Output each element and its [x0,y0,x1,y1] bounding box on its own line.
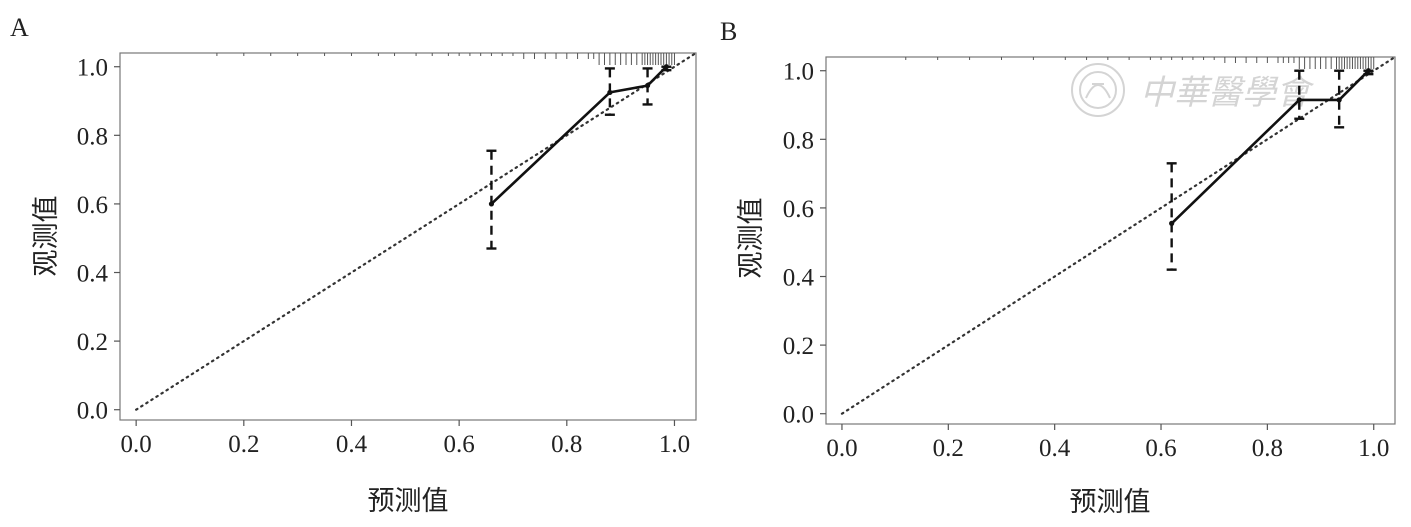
panel-a-calibration-point [488,201,495,207]
panel-b-y-tick-label: 0.6 [783,196,814,223]
watermark: 中華醫學會 [1071,63,1315,117]
panel-a-y-tick-label: 0.2 [77,329,108,356]
panel-a-calibration-line [490,65,668,205]
panel-b: B 中華醫學會 0.0 0.2 0.4 0.6 0.8 1.00.00.20.40.60.… [720,17,1397,518]
panel-b-y-tick-label: 0.0 [783,402,814,429]
panel-a-ticks: 0.0 0.2 0.4 0.6 0.8 1.0 0.0 0.2 0.4 0.6 0.8 1.0 [77,55,690,458]
panel-b-calibration-point [1336,97,1342,103]
panel-b-x-tick-label: 0.0 [826,435,857,462]
panel-b-y-tick-label: 0.2 [783,333,814,360]
panel-a-x-tick-label: 1.0 [659,431,690,458]
panel-b-x-tick-label: 0.2 [933,435,964,462]
panel-b-calibration-point [1296,97,1302,103]
panel-b-y-tick-label: 0.4 [783,265,815,292]
panel-a-y-tick-label: 0.4 [77,261,109,288]
panel-b-x-tick-label: 0.6 [1145,435,1176,462]
seal-icon [1071,63,1125,117]
panel-b-marks [840,55,1397,415]
panel-a-letter: A [10,13,29,42]
panel-a-x-axis-label: 预测值 [368,486,449,517]
panel-a-calibration-point [644,82,651,89]
panel-b-letter: B [720,17,737,46]
panel-a-x-tick-label: 0.4 [336,431,368,458]
panel-a-plot-frame [119,52,697,421]
panel-b-calibration-point [1169,220,1175,226]
panel-b-ideal-reference-line [840,55,1397,415]
panel-a-calibration-point [663,64,669,70]
panel-a-x-tick-label: 0.0 [121,431,152,458]
panel-a-ideal-reference-line [135,51,698,411]
panel-b-plot-frame [825,56,1396,425]
panel-b-x-tick-label: 1.0 [1358,435,1389,462]
panel-a-marks [135,51,698,411]
panel-a-y-tick-label: 1.0 [77,55,108,82]
panel-a-calibration-point [607,89,613,96]
panel-a-x-tick-label: 0.8 [551,431,582,458]
panel-b-y-axis-label: 观测值 [736,198,767,279]
panel-a: A 0.0 0.2 0.4 0.6 0.8 1.0 0.0 0.2 0.4 0.6 0.8 1.0 预… [10,13,698,517]
panel-a-y-tick-label: 0.6 [77,192,108,219]
panel-b-y-tick-label: 1.0 [783,59,814,86]
watermark-text: 中華醫學會 [1140,73,1315,113]
panel-a-y-tick-label: 0.0 [77,398,108,425]
panel-a-x-tick-label: 0.6 [444,431,475,458]
panel-b-calibration-line [1170,69,1370,225]
panel-b-y-tick-label: 0.8 [783,127,814,154]
panel-b-x-tick-label: 0.4 [1039,435,1071,462]
panel-a-y-axis-label: 观测值 [31,196,62,277]
panel-b-calibration-point [1365,68,1372,74]
panel-b-x-tick-label: 0.8 [1252,435,1283,462]
panel-b-ticks: 0.0 0.2 0.4 0.6 0.8 1.0 0.0 0.2 0.4 0.6 0.8 1.0 [783,59,1390,462]
panel-a-x-tick-label: 0.2 [228,431,259,458]
panel-a-y-tick-label: 0.8 [77,123,108,150]
panel-b-x-axis-label: 预测值 [1070,487,1151,518]
